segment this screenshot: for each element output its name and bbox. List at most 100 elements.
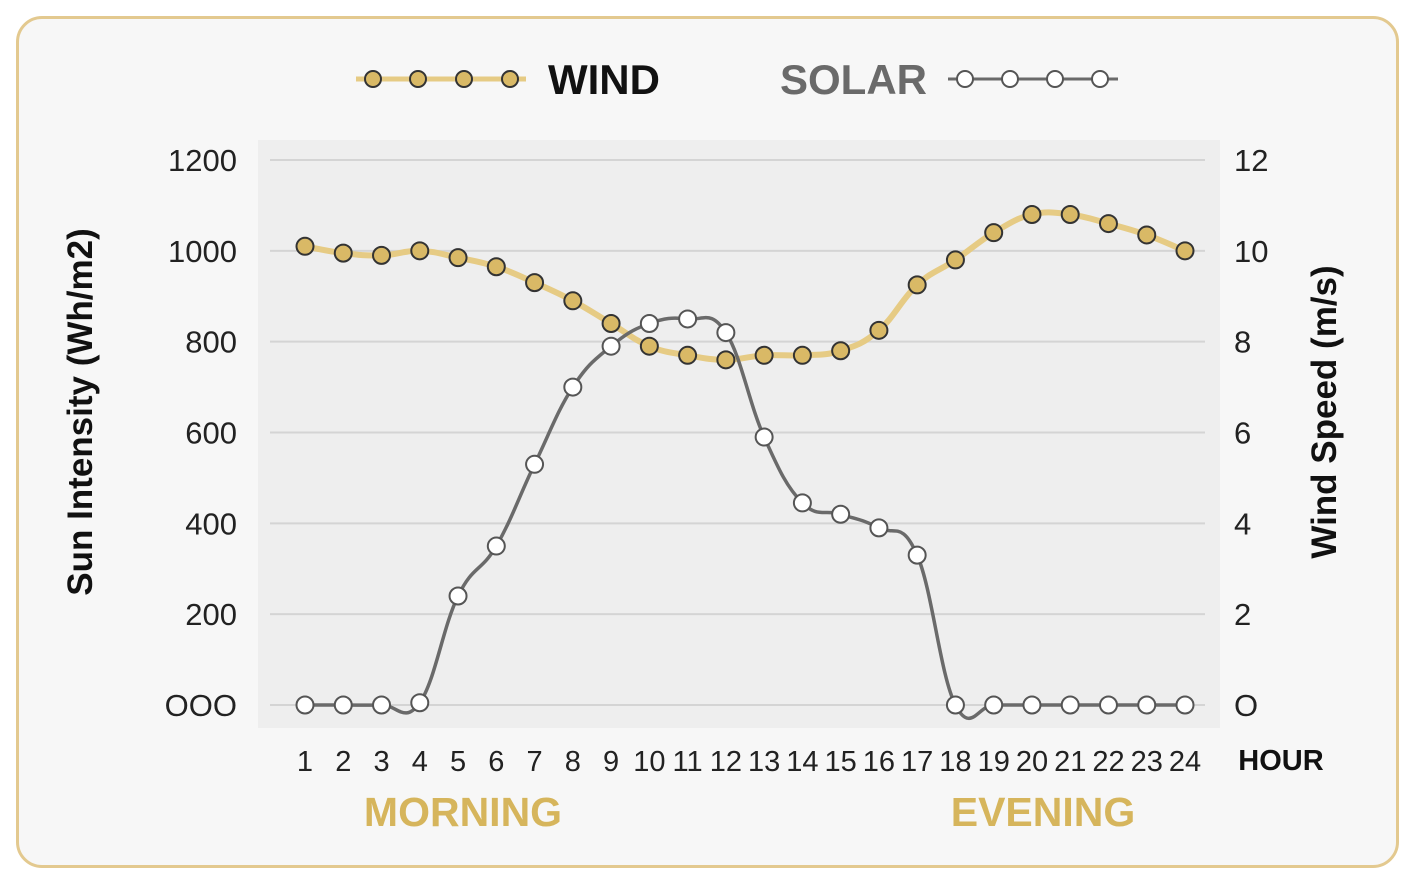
- wind-point: [1137, 225, 1157, 245]
- solar-point: [945, 695, 965, 715]
- series-markers: [295, 205, 1195, 715]
- legend-wind-swatch: [356, 70, 526, 88]
- wind-point: [333, 243, 353, 263]
- solar-point: [333, 695, 353, 715]
- plot-area: [258, 140, 1220, 728]
- wind-point: [486, 257, 506, 277]
- x-tick-label: 16: [863, 746, 895, 778]
- solar-point: [792, 493, 812, 513]
- wind-point: [792, 345, 812, 365]
- solar-point: [563, 377, 583, 397]
- wind-point: [1022, 205, 1042, 224]
- x-tick-label: 7: [526, 746, 542, 778]
- evening-label: EVENING: [951, 789, 1136, 835]
- x-axis-unit-label: HOUR: [1238, 745, 1323, 777]
- right-tick-label: 10: [1234, 234, 1268, 269]
- wind-point: [1175, 241, 1195, 261]
- solar-point: [907, 545, 927, 565]
- x-tick-label: 2: [335, 746, 351, 778]
- wind-point: [716, 350, 736, 370]
- legend: WIND SOLAR: [356, 56, 1118, 103]
- wind-point: [945, 250, 965, 270]
- wind-point: [984, 223, 1004, 243]
- wind-point: [678, 345, 698, 365]
- wind-point: [410, 241, 430, 261]
- legend-wind-label: WIND: [548, 56, 660, 103]
- right-tick-label: 4: [1234, 506, 1251, 541]
- solar-point: [1098, 695, 1118, 715]
- wind-point: [907, 275, 927, 295]
- x-tick-label: 3: [373, 746, 389, 778]
- wind-point: [639, 336, 659, 356]
- solar-point: [448, 586, 468, 606]
- right-tick-label: 2: [1234, 597, 1251, 632]
- x-tick-label: 18: [939, 746, 971, 778]
- x-tick-label: 10: [633, 746, 665, 778]
- right-tick-label: 8: [1234, 325, 1251, 360]
- x-tick-label: 19: [978, 746, 1010, 778]
- x-tick-label: 20: [1016, 746, 1048, 778]
- wind-point: [448, 248, 468, 268]
- legend-solar-swatch: [948, 70, 1118, 88]
- left-tick-label: OOO: [165, 688, 237, 723]
- solar-point: [831, 504, 851, 524]
- right-axis-title: Wind Speed (m/s): [1305, 265, 1344, 558]
- right-tick-label: 12: [1234, 143, 1268, 178]
- legend-solar-label: SOLAR: [780, 56, 927, 103]
- wind-point: [831, 341, 851, 361]
- wind-point: [869, 320, 889, 340]
- solar-point: [678, 309, 698, 329]
- x-tick-label: 15: [825, 746, 857, 778]
- wind-point: [563, 291, 583, 311]
- left-tick-label: 600: [185, 416, 237, 451]
- x-tick-label: 12: [710, 746, 742, 778]
- wind-point: [754, 345, 774, 365]
- wind-point: [372, 245, 392, 265]
- x-tick-label: 23: [1131, 746, 1163, 778]
- left-tick-label: 1000: [168, 234, 237, 269]
- x-tick-label: 1: [297, 746, 313, 778]
- solar-point: [486, 536, 506, 556]
- x-tick-label: 17: [901, 746, 933, 778]
- x-tick-label: 21: [1054, 746, 1086, 778]
- x-tick-label: 11: [673, 746, 703, 778]
- x-tick-label: 5: [450, 746, 466, 778]
- x-tick-label: 6: [488, 746, 504, 778]
- solar-point: [716, 323, 736, 343]
- wind-point: [525, 273, 545, 293]
- solar-point: [639, 314, 659, 333]
- wind-point: [601, 314, 621, 333]
- x-tick-label: 22: [1092, 746, 1124, 778]
- wind-point: [295, 236, 315, 256]
- solar-point: [1060, 695, 1080, 715]
- left-axis-ticks: OOO 200 400 600 800 1000 1200: [165, 143, 237, 723]
- solar-point: [601, 336, 621, 356]
- right-tick-label: O: [1234, 688, 1258, 723]
- x-tick-label: 9: [603, 746, 619, 778]
- x-axis-ticks: 1 2 3 4 5 6 7 8 9 10 11 12 13 14 15 16 17 18 19 20 21 22 23 24: [297, 746, 1201, 778]
- solar-point: [1175, 695, 1195, 715]
- solar-point: [984, 695, 1004, 715]
- left-tick-label: 1200: [168, 143, 237, 178]
- wind-point: [1060, 205, 1080, 224]
- left-axis-title: Sun Intensity (Wh/m2): [61, 228, 100, 596]
- morning-label: MORNING: [364, 789, 562, 835]
- right-axis-ticks: O 2 4 6 8 10 12: [1234, 143, 1268, 723]
- x-tick-label: 13: [748, 746, 780, 778]
- x-tick-label: 24: [1169, 746, 1201, 778]
- left-tick-label: 400: [185, 506, 237, 541]
- left-tick-label: 800: [185, 325, 237, 360]
- solar-point: [295, 695, 315, 715]
- solar-point: [372, 695, 392, 715]
- solar-point: [754, 427, 774, 447]
- x-tick-label: 14: [786, 746, 818, 778]
- solar-point: [1137, 695, 1157, 715]
- wind-point: [1098, 214, 1118, 234]
- right-tick-label: 6: [1234, 416, 1251, 451]
- solar-point: [869, 518, 889, 538]
- solar-point: [525, 454, 545, 474]
- solar-point: [410, 693, 430, 713]
- left-tick-label: 200: [185, 597, 237, 632]
- x-tick-label: 8: [565, 746, 581, 778]
